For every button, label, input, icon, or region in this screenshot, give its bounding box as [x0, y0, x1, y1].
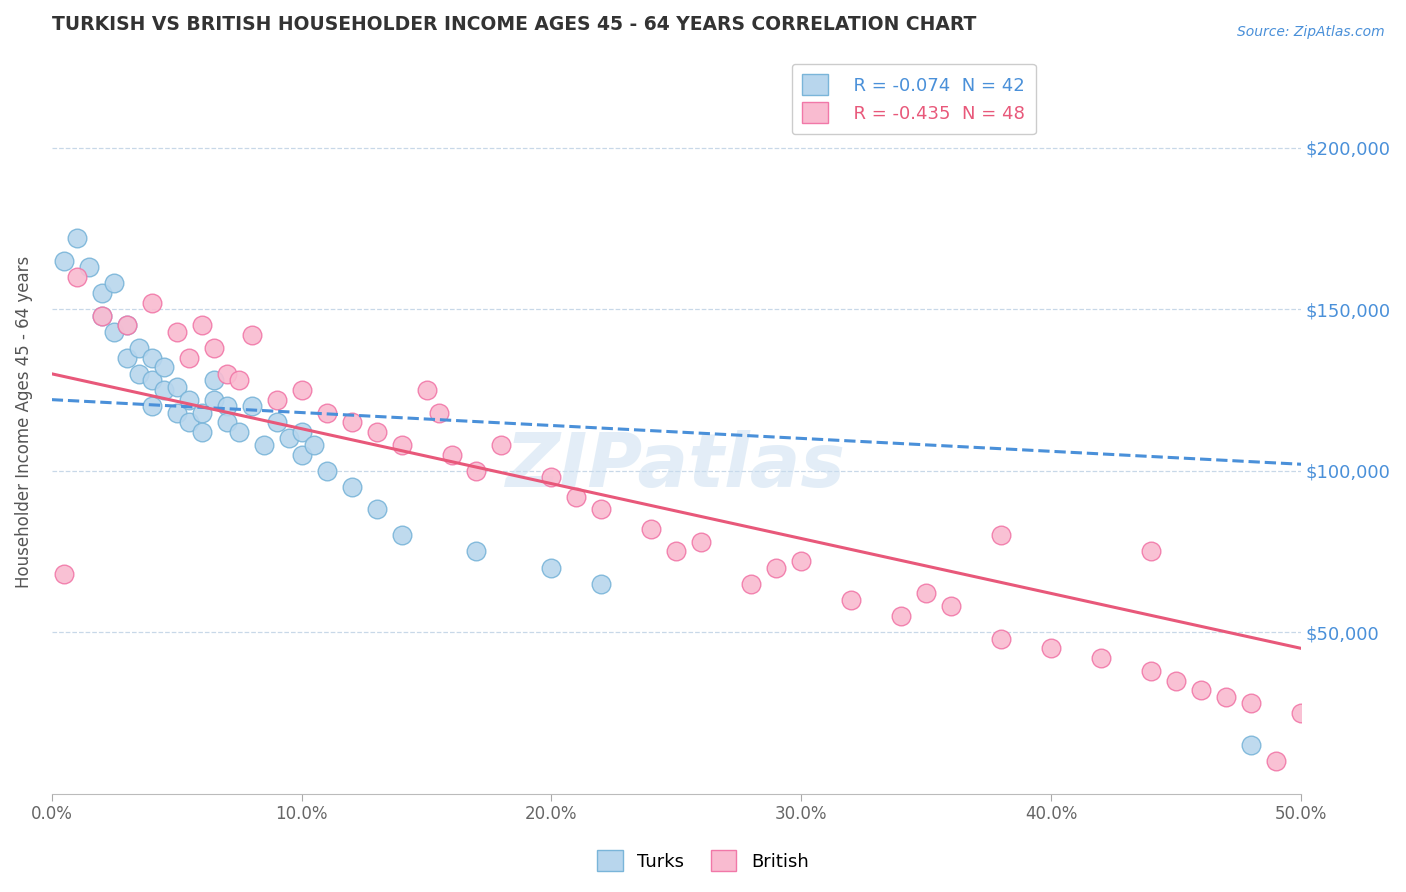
Point — [765, 560, 787, 574]
Point — [1189, 683, 1212, 698]
Point — [315, 464, 337, 478]
Point — [465, 544, 488, 558]
Point — [640, 522, 662, 536]
Point — [141, 295, 163, 310]
Point — [1240, 696, 1263, 710]
Point — [990, 632, 1012, 646]
Point — [591, 502, 613, 516]
Point — [66, 269, 89, 284]
Point — [141, 373, 163, 387]
Point — [240, 399, 263, 413]
Point — [1265, 755, 1288, 769]
Point — [228, 425, 250, 439]
Point — [53, 567, 76, 582]
Point — [179, 392, 201, 407]
Point — [190, 406, 212, 420]
Point — [90, 309, 112, 323]
Point — [77, 260, 100, 275]
Point — [302, 438, 325, 452]
Point — [103, 325, 125, 339]
Point — [366, 502, 388, 516]
Point — [941, 599, 963, 614]
Point — [340, 415, 363, 429]
Point — [90, 286, 112, 301]
Point — [128, 367, 150, 381]
Point — [315, 406, 337, 420]
Point — [166, 325, 188, 339]
Point — [1090, 651, 1112, 665]
Point — [340, 480, 363, 494]
Point — [291, 383, 314, 397]
Point — [128, 341, 150, 355]
Point — [1140, 664, 1163, 678]
Point — [190, 318, 212, 333]
Point — [1240, 738, 1263, 752]
Point — [166, 380, 188, 394]
Point — [202, 341, 225, 355]
Point — [391, 438, 413, 452]
Point — [240, 328, 263, 343]
Point — [291, 448, 314, 462]
Point — [266, 415, 288, 429]
Point — [190, 425, 212, 439]
Point — [202, 392, 225, 407]
Point — [440, 448, 463, 462]
Point — [115, 318, 138, 333]
Point — [665, 544, 688, 558]
Text: Source: ZipAtlas.com: Source: ZipAtlas.com — [1237, 25, 1385, 39]
Point — [141, 399, 163, 413]
Point — [228, 373, 250, 387]
Point — [90, 309, 112, 323]
Text: ZIPatlas: ZIPatlas — [506, 430, 846, 503]
Point — [153, 383, 176, 397]
Point — [990, 528, 1012, 542]
Point — [839, 593, 862, 607]
Text: TURKISH VS BRITISH HOUSEHOLDER INCOME AGES 45 - 64 YEARS CORRELATION CHART: TURKISH VS BRITISH HOUSEHOLDER INCOME AG… — [52, 15, 976, 34]
Point — [565, 490, 588, 504]
Point — [53, 253, 76, 268]
Point — [291, 425, 314, 439]
Point — [540, 470, 562, 484]
Point — [1040, 641, 1063, 656]
Point — [66, 231, 89, 245]
Point — [103, 277, 125, 291]
Point — [465, 464, 488, 478]
Point — [115, 318, 138, 333]
Point — [215, 415, 238, 429]
Point — [166, 406, 188, 420]
Point — [202, 373, 225, 387]
Point — [591, 576, 613, 591]
Point — [1215, 690, 1237, 704]
Point — [740, 576, 762, 591]
Point — [790, 554, 813, 568]
Point — [366, 425, 388, 439]
Point — [915, 586, 938, 600]
Point — [153, 360, 176, 375]
Legend: Turks, British: Turks, British — [591, 843, 815, 879]
Point — [179, 351, 201, 365]
Point — [1289, 706, 1312, 720]
Point — [890, 609, 912, 624]
Point — [1140, 544, 1163, 558]
Point — [415, 383, 437, 397]
Point — [427, 406, 450, 420]
Point — [179, 415, 201, 429]
Point — [540, 560, 562, 574]
Point — [266, 392, 288, 407]
Point — [491, 438, 513, 452]
Point — [391, 528, 413, 542]
Point — [141, 351, 163, 365]
Point — [253, 438, 276, 452]
Point — [215, 399, 238, 413]
Point — [1164, 673, 1187, 688]
Point — [278, 431, 301, 445]
Point — [690, 534, 713, 549]
Y-axis label: Householder Income Ages 45 - 64 years: Householder Income Ages 45 - 64 years — [15, 256, 32, 589]
Point — [115, 351, 138, 365]
Legend:   R = -0.074  N = 42,   R = -0.435  N = 48: R = -0.074 N = 42, R = -0.435 N = 48 — [792, 63, 1036, 134]
Point — [215, 367, 238, 381]
